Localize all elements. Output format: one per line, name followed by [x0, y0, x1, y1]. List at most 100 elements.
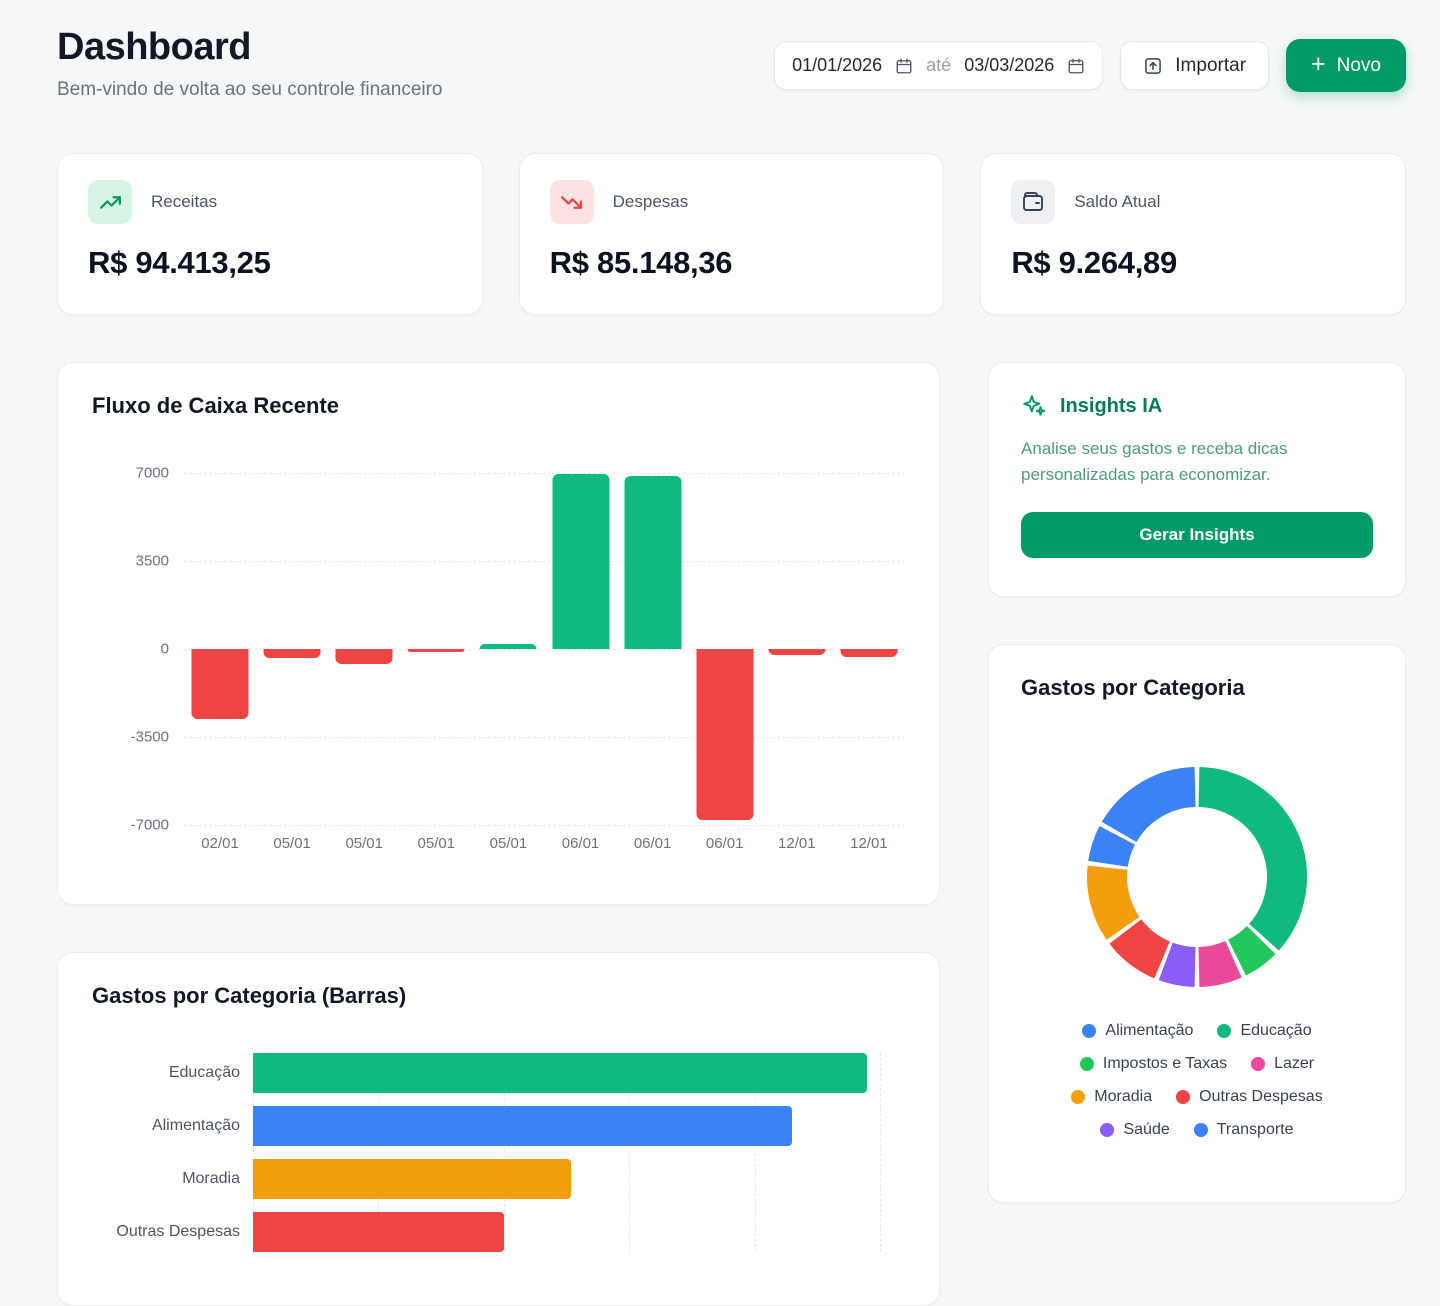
legend-label: Lazer — [1274, 1054, 1315, 1072]
cashflow-card: Fluxo de Caixa Recente 7000 3500 0 -3500 -70… — [57, 362, 940, 905]
import-button[interactable]: Importar — [1120, 41, 1270, 90]
hbar-outras-despesas[interactable] — [253, 1212, 504, 1252]
hbar-moradia[interactable] — [253, 1159, 572, 1199]
legend-label: Transporte — [1216, 1120, 1294, 1138]
cashflow-bar[interactable] — [552, 474, 610, 649]
cashflow-bar[interactable] — [768, 649, 826, 656]
donut-segment-alimentacao[interactable] — [1101, 766, 1197, 843]
cashflow-bar[interactable] — [407, 649, 465, 653]
hbar-row-outras-despesas: Outras Despesas — [92, 1212, 905, 1252]
donut-segment-transporte[interactable] — [1088, 825, 1136, 868]
x-axis-label: 06/01 — [561, 835, 600, 852]
stat-head: Saldo Atual — [1011, 180, 1375, 224]
plus-icon: + — [1311, 50, 1326, 78]
category-bars-title: Gastos por Categoria (Barras) — [92, 983, 407, 1008]
cashflow-bar[interactable] — [696, 649, 754, 820]
cashflow-bar[interactable] — [191, 649, 249, 720]
gridline — [629, 1053, 631, 1252]
wallet-icon — [1011, 180, 1056, 224]
x-axis-label: 05/01 — [489, 835, 528, 852]
gridline — [184, 473, 905, 474]
legend-label: Outras Despesas — [1199, 1087, 1323, 1105]
donut-segment-saude[interactable] — [1158, 942, 1197, 987]
y-axis-label: 7000 — [135, 464, 169, 482]
x-axis-label: 05/01 — [417, 835, 456, 852]
stat-value-receitas: R$ 94.413,25 — [88, 245, 271, 280]
cashflow-bar-slot — [400, 473, 472, 825]
cashflow-bar-slot — [761, 473, 833, 825]
calendar-icon[interactable] — [895, 57, 913, 75]
x-axis-label: 12/01 — [850, 835, 888, 852]
page-title: Dashboard — [57, 26, 251, 68]
legend-item-educacao[interactable]: Educação — [1217, 1019, 1312, 1043]
donut-segment-educacao[interactable] — [1197, 766, 1307, 951]
y-axis-label: -7000 — [130, 816, 169, 834]
legend-item-impostos-e-taxas[interactable]: Impostos e Taxas — [1079, 1052, 1227, 1076]
legend-row: Saúde Transporte — [1021, 1118, 1373, 1142]
hbar-track — [253, 1053, 905, 1093]
legend-label: Saúde — [1123, 1120, 1170, 1138]
cashflow-bar[interactable] — [624, 475, 682, 649]
insights-title: Insights IA — [1060, 394, 1163, 417]
main-content: Fluxo de Caixa Recente 7000 3500 0 -3500 -70… — [57, 362, 1406, 1306]
right-column: Insights IA Analise seus gastos e receba… — [988, 362, 1406, 1203]
hbar-row-alimentacao: Alimentação — [92, 1106, 905, 1146]
left-column: Fluxo de Caixa Recente 7000 3500 0 -3500 -70… — [57, 362, 940, 1306]
new-button[interactable]: + Novo — [1286, 39, 1406, 92]
x-axis-label: 12/01 — [778, 835, 816, 852]
legend-item-outras-despesas[interactable]: Outras Despesas — [1176, 1085, 1323, 1109]
cashflow-bar[interactable] — [335, 649, 393, 665]
donut-chart — [1085, 765, 1309, 989]
date-range-picker[interactable]: 01/01/2026 até 03/03/2026 — [774, 41, 1104, 90]
hbar-educacao[interactable] — [253, 1053, 868, 1093]
category-donut-card: Gastos por Categoria Alimentação Educação… — [988, 643, 1406, 1203]
insights-description: Analise seus gastos e receba dicas perso… — [1021, 439, 1288, 485]
y-axis-label: 3500 — [135, 552, 169, 570]
date-to-value[interactable]: 03/03/2026 — [964, 55, 1055, 75]
legend-item-alimentacao[interactable]: Alimentação — [1082, 1019, 1193, 1043]
stats-row: Receitas R$ 94.413,25 Despesas R$ 85.148… — [57, 153, 1406, 315]
date-from-value[interactable]: 01/01/2026 — [792, 55, 883, 75]
generate-insights-button[interactable]: Gerar Insights — [1021, 511, 1373, 558]
donut-segment-lazer[interactable] — [1197, 940, 1242, 987]
legend-dot — [1193, 1122, 1208, 1137]
donut-segment-outras-despesas[interactable] — [1109, 918, 1171, 979]
header-titles: Dashboard Bem-vindo de volta ao seu cont… — [57, 26, 443, 101]
legend-item-transporte[interactable]: Transporte — [1193, 1118, 1294, 1142]
cashflow-chart: 7000 3500 0 -3500 -7000 — [131, 465, 905, 834]
gridline — [253, 1053, 254, 1252]
legend-label: Alimentação — [1105, 1021, 1194, 1039]
legend-dot — [1217, 1023, 1232, 1038]
calendar-icon[interactable] — [1067, 57, 1085, 75]
hbar-label: Alimentação — [151, 1117, 240, 1134]
stat-head: Receitas — [88, 180, 452, 224]
cashflow-bar-slot — [184, 473, 256, 825]
legend-dot — [1071, 1089, 1086, 1104]
category-bars-card: Gastos por Categoria (Barras) Educação Al… — [57, 952, 940, 1306]
legend-label: Educação — [1240, 1021, 1312, 1039]
legend-dot — [1176, 1089, 1191, 1104]
donut-segment-impostos-e-taxas[interactable] — [1227, 925, 1276, 976]
gridline — [184, 649, 905, 650]
legend-item-lazer[interactable]: Lazer — [1251, 1052, 1314, 1076]
hbar-alimentacao[interactable] — [253, 1106, 793, 1146]
hbar-row-educacao: Educação — [92, 1053, 905, 1093]
stat-value-saldo-atual: R$ 9.264,89 — [1011, 245, 1177, 280]
legend-row: Alimentação Educação — [1021, 1019, 1373, 1043]
cashflow-bar[interactable] — [479, 644, 537, 649]
stat-label-receitas: Receitas — [151, 192, 218, 211]
donut-segment-moradia[interactable] — [1087, 865, 1140, 940]
gridline — [503, 1053, 505, 1252]
donut-legend: Alimentação Educação Impostos e Taxas Lazer… — [1021, 1019, 1373, 1142]
gridline — [184, 737, 905, 738]
insights-header: Insights IA — [1021, 393, 1373, 419]
legend-item-moradia[interactable]: Moradia — [1071, 1085, 1152, 1109]
cashflow-bar-slot — [256, 473, 328, 825]
legend-item-saude[interactable]: Saúde — [1100, 1118, 1170, 1142]
hbar-track — [253, 1212, 905, 1252]
cashflow-bar[interactable] — [263, 649, 321, 658]
stat-card-saldo-atual: Saldo Atual R$ 9.264,89 — [980, 153, 1406, 315]
stat-card-receitas: Receitas R$ 94.413,25 — [57, 153, 483, 315]
cashflow-bar[interactable] — [840, 649, 898, 658]
